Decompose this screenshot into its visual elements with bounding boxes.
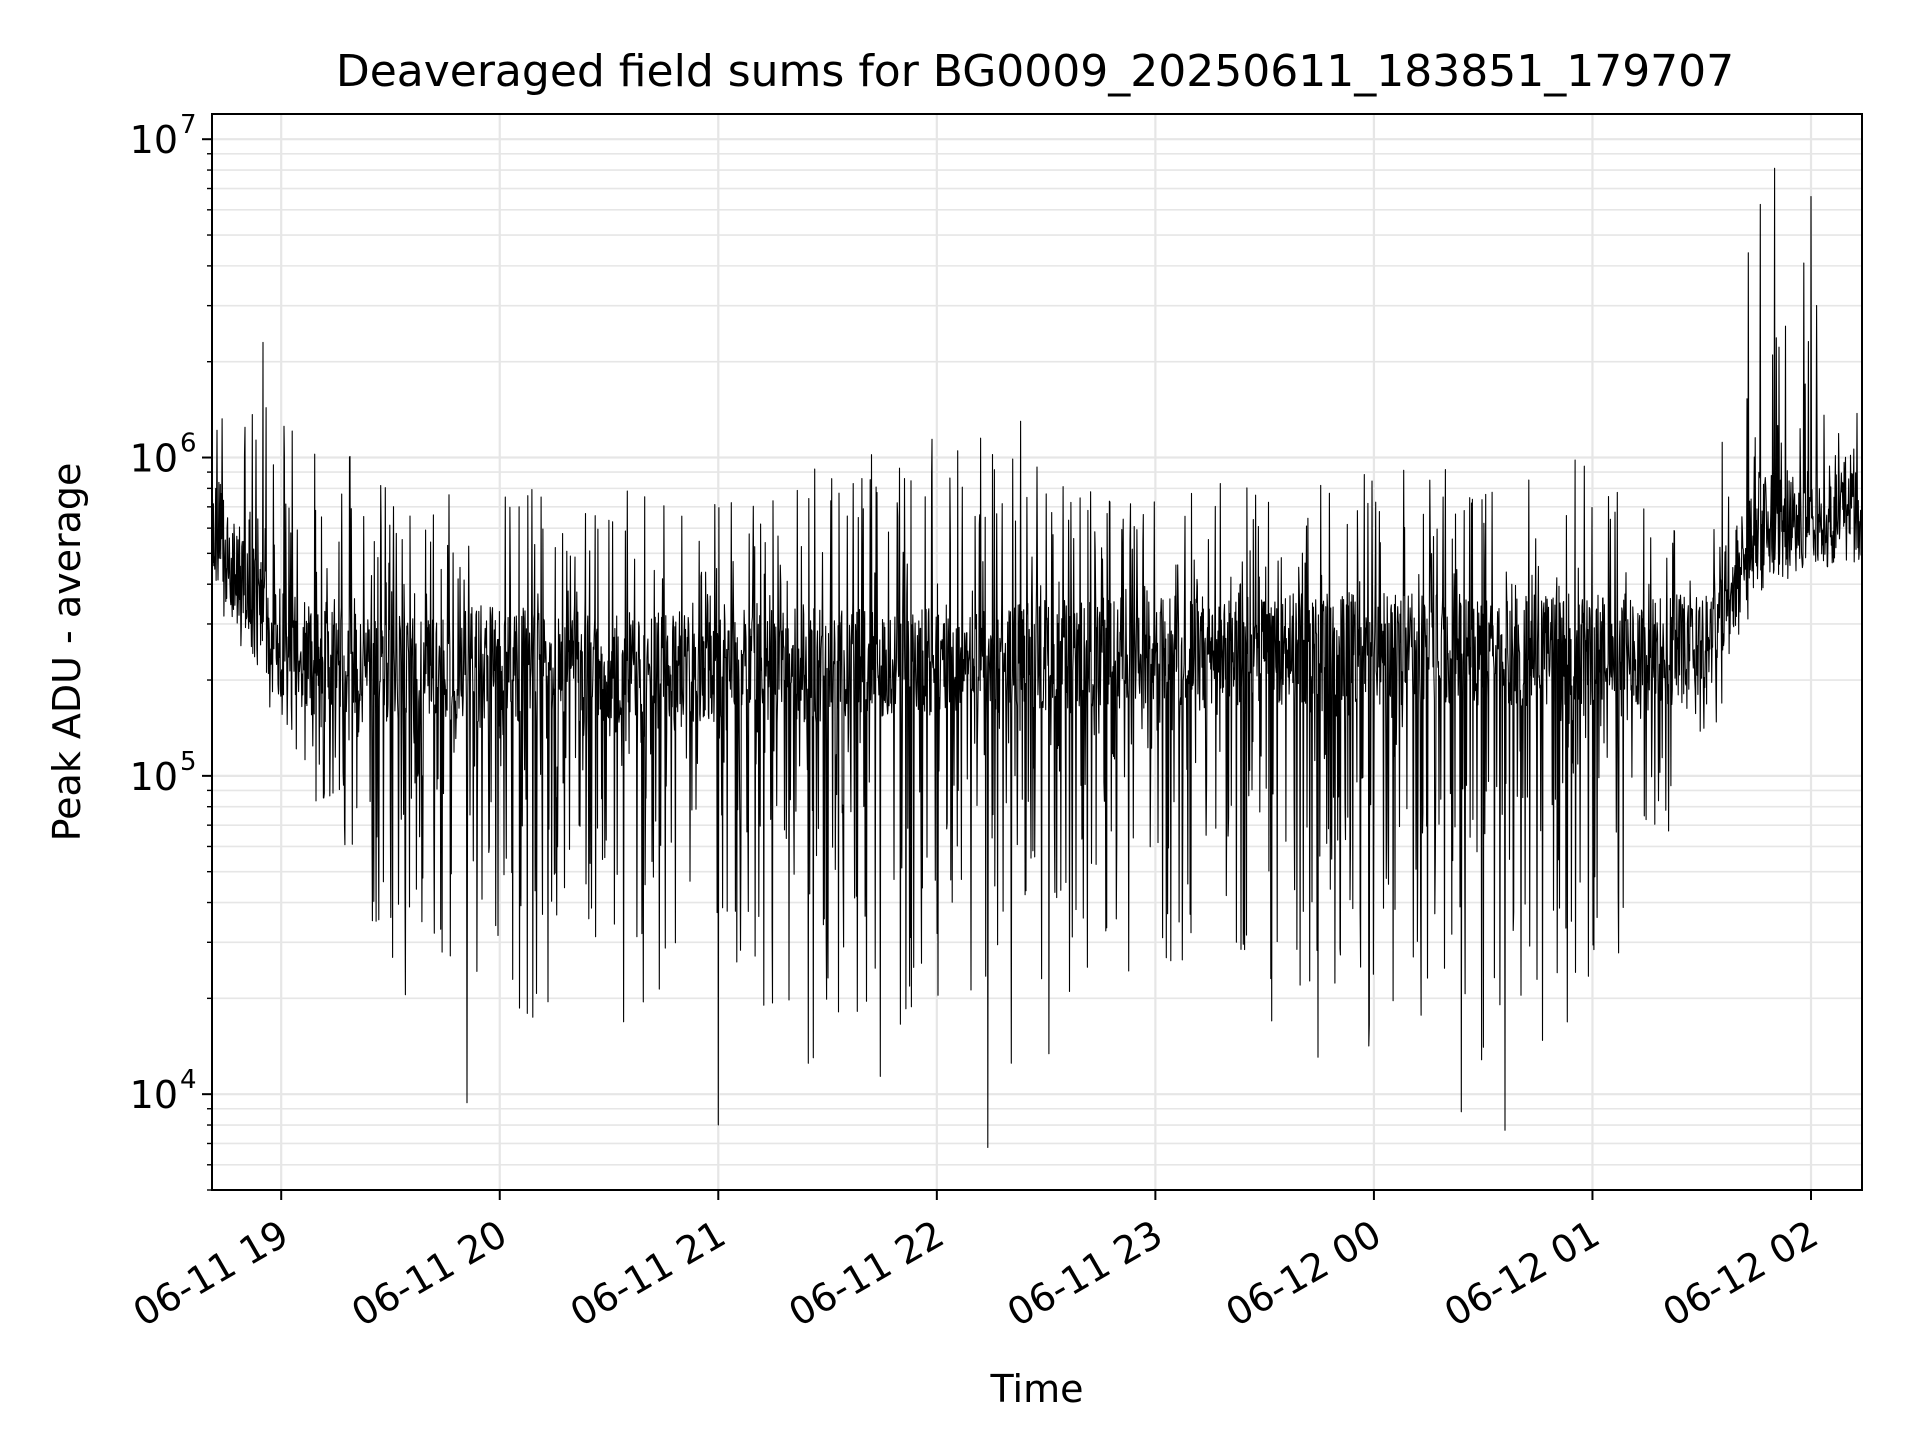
series-layer [211, 167, 1863, 1149]
y-tick-label: 10 6 [130, 429, 197, 481]
y-tick-exponent: 6 [180, 429, 197, 459]
y-tick-base: 10 [130, 437, 178, 481]
y-axis-label: Peak ADU - average [45, 463, 89, 842]
y-tick-base: 10 [130, 755, 178, 799]
y-tick-label: 10 7 [130, 110, 197, 162]
y-tick-exponent: 4 [180, 1065, 197, 1095]
y-tick-base: 10 [130, 118, 178, 162]
x-axis-label: Time [990, 1367, 1084, 1411]
series-line [211, 167, 1863, 1149]
y-tick-exponent: 5 [180, 747, 197, 777]
y-tick-base: 10 [130, 1073, 178, 1117]
y-tick-label: 10 5 [130, 747, 197, 799]
y-tick-label: 10 4 [130, 1065, 197, 1117]
plot-frame [211, 113, 1863, 1191]
y-tick-exponent: 7 [180, 110, 197, 140]
chart-title: Deaveraged field sums for BG0009_2025061… [336, 46, 1734, 97]
